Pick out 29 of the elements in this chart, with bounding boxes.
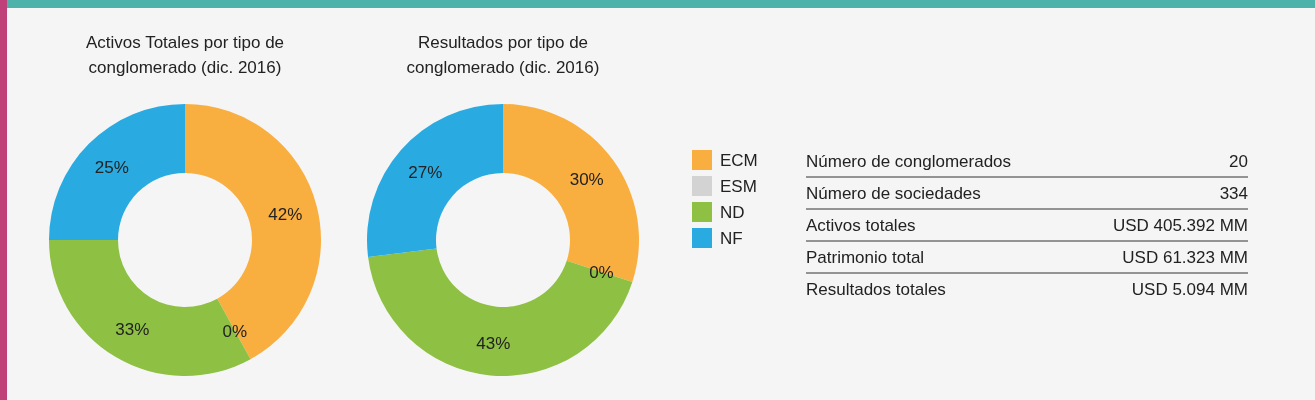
chart-title: Activos Totales por tipo de conglomerado (dic. 2016)	[85, 33, 285, 77]
data-label: 33%	[115, 320, 150, 340]
donut-slice	[503, 104, 639, 283]
legend-label: NF	[720, 229, 743, 248]
text: Resultados totales	[806, 280, 946, 299]
text: 20	[1229, 152, 1248, 171]
text: Número de conglomerados	[806, 152, 1012, 171]
text: Patrimonio total	[806, 248, 925, 267]
donut-slice	[49, 240, 251, 376]
text: 334	[1219, 184, 1248, 203]
donut-slice	[49, 104, 185, 240]
data-label: 30%	[569, 170, 604, 190]
legend-label: ECM	[720, 151, 758, 170]
data-label: 43%	[476, 333, 511, 353]
data-label: 27%	[408, 162, 443, 182]
donut-slice	[185, 104, 321, 360]
text: USD 405.392 MM	[1112, 216, 1248, 235]
chart-title: Resultados por tipo de conglomerado (dic. 2016)	[406, 33, 600, 77]
text: Número de sociedades	[806, 184, 981, 203]
legend-label: ND	[720, 203, 745, 222]
donut-slice	[367, 104, 503, 258]
legend-label: ESM	[720, 177, 757, 196]
data-label: 25%	[94, 157, 129, 177]
text: 0%	[222, 321, 248, 341]
text: Activos totales	[806, 216, 916, 235]
data-label: 42%	[268, 205, 303, 225]
text: USD 5.094 MM	[1131, 280, 1248, 299]
text: USD 61.323 MM	[1122, 248, 1248, 267]
donut-slice	[368, 248, 633, 376]
